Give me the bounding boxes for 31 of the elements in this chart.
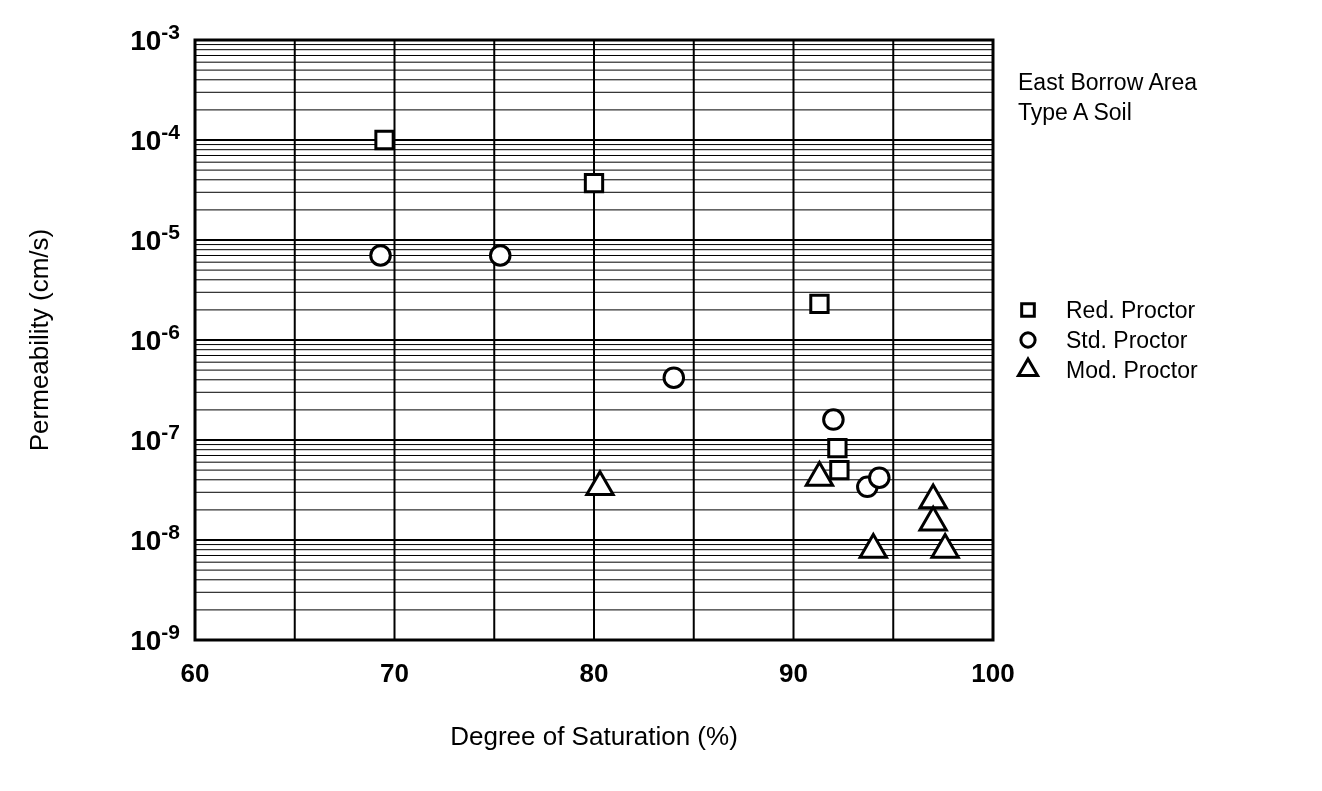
y-tick-label: 10$^{-7}$ xyxy=(130,419,180,456)
point xyxy=(488,244,512,267)
legend-label: Mod. Proctor xyxy=(1066,357,1198,383)
y-tick-label: 10$^{-9}$ xyxy=(130,619,180,656)
text: Type A Soil xyxy=(1018,99,1132,125)
point xyxy=(585,470,615,496)
x-tick-label: 70 xyxy=(380,658,409,688)
legend-label: Red. Proctor xyxy=(1066,297,1196,323)
point xyxy=(918,505,948,532)
x-tick-label: 100 xyxy=(971,658,1015,688)
y-axis-title: Permeability (cm/s) xyxy=(24,228,54,452)
point xyxy=(809,293,830,314)
point xyxy=(804,460,835,487)
y-tick-label: 10$^{-3}$ xyxy=(130,19,180,56)
point xyxy=(583,173,605,194)
y-tick-label: 10$^{-5}$ xyxy=(130,219,181,256)
y-tick-label: 10$^{-6}$ xyxy=(130,319,180,356)
point xyxy=(918,483,948,510)
x-tick-label: 60 xyxy=(180,658,210,688)
point xyxy=(374,129,395,151)
legend-label: Std. Proctor xyxy=(1066,327,1188,353)
y-tick-label: 10$^{-4}$ xyxy=(130,119,181,156)
point xyxy=(930,532,960,559)
x-tick-label: 80 xyxy=(579,658,609,688)
point xyxy=(662,366,686,389)
point xyxy=(369,244,392,267)
text: East Borrow Area xyxy=(1018,69,1198,95)
y-tick-label: 10$^{-8}$ xyxy=(130,519,181,556)
x-axis-title: Degree of Saturation (%) xyxy=(450,721,738,751)
x-tick-label: 90 xyxy=(779,658,808,688)
point xyxy=(858,532,888,559)
